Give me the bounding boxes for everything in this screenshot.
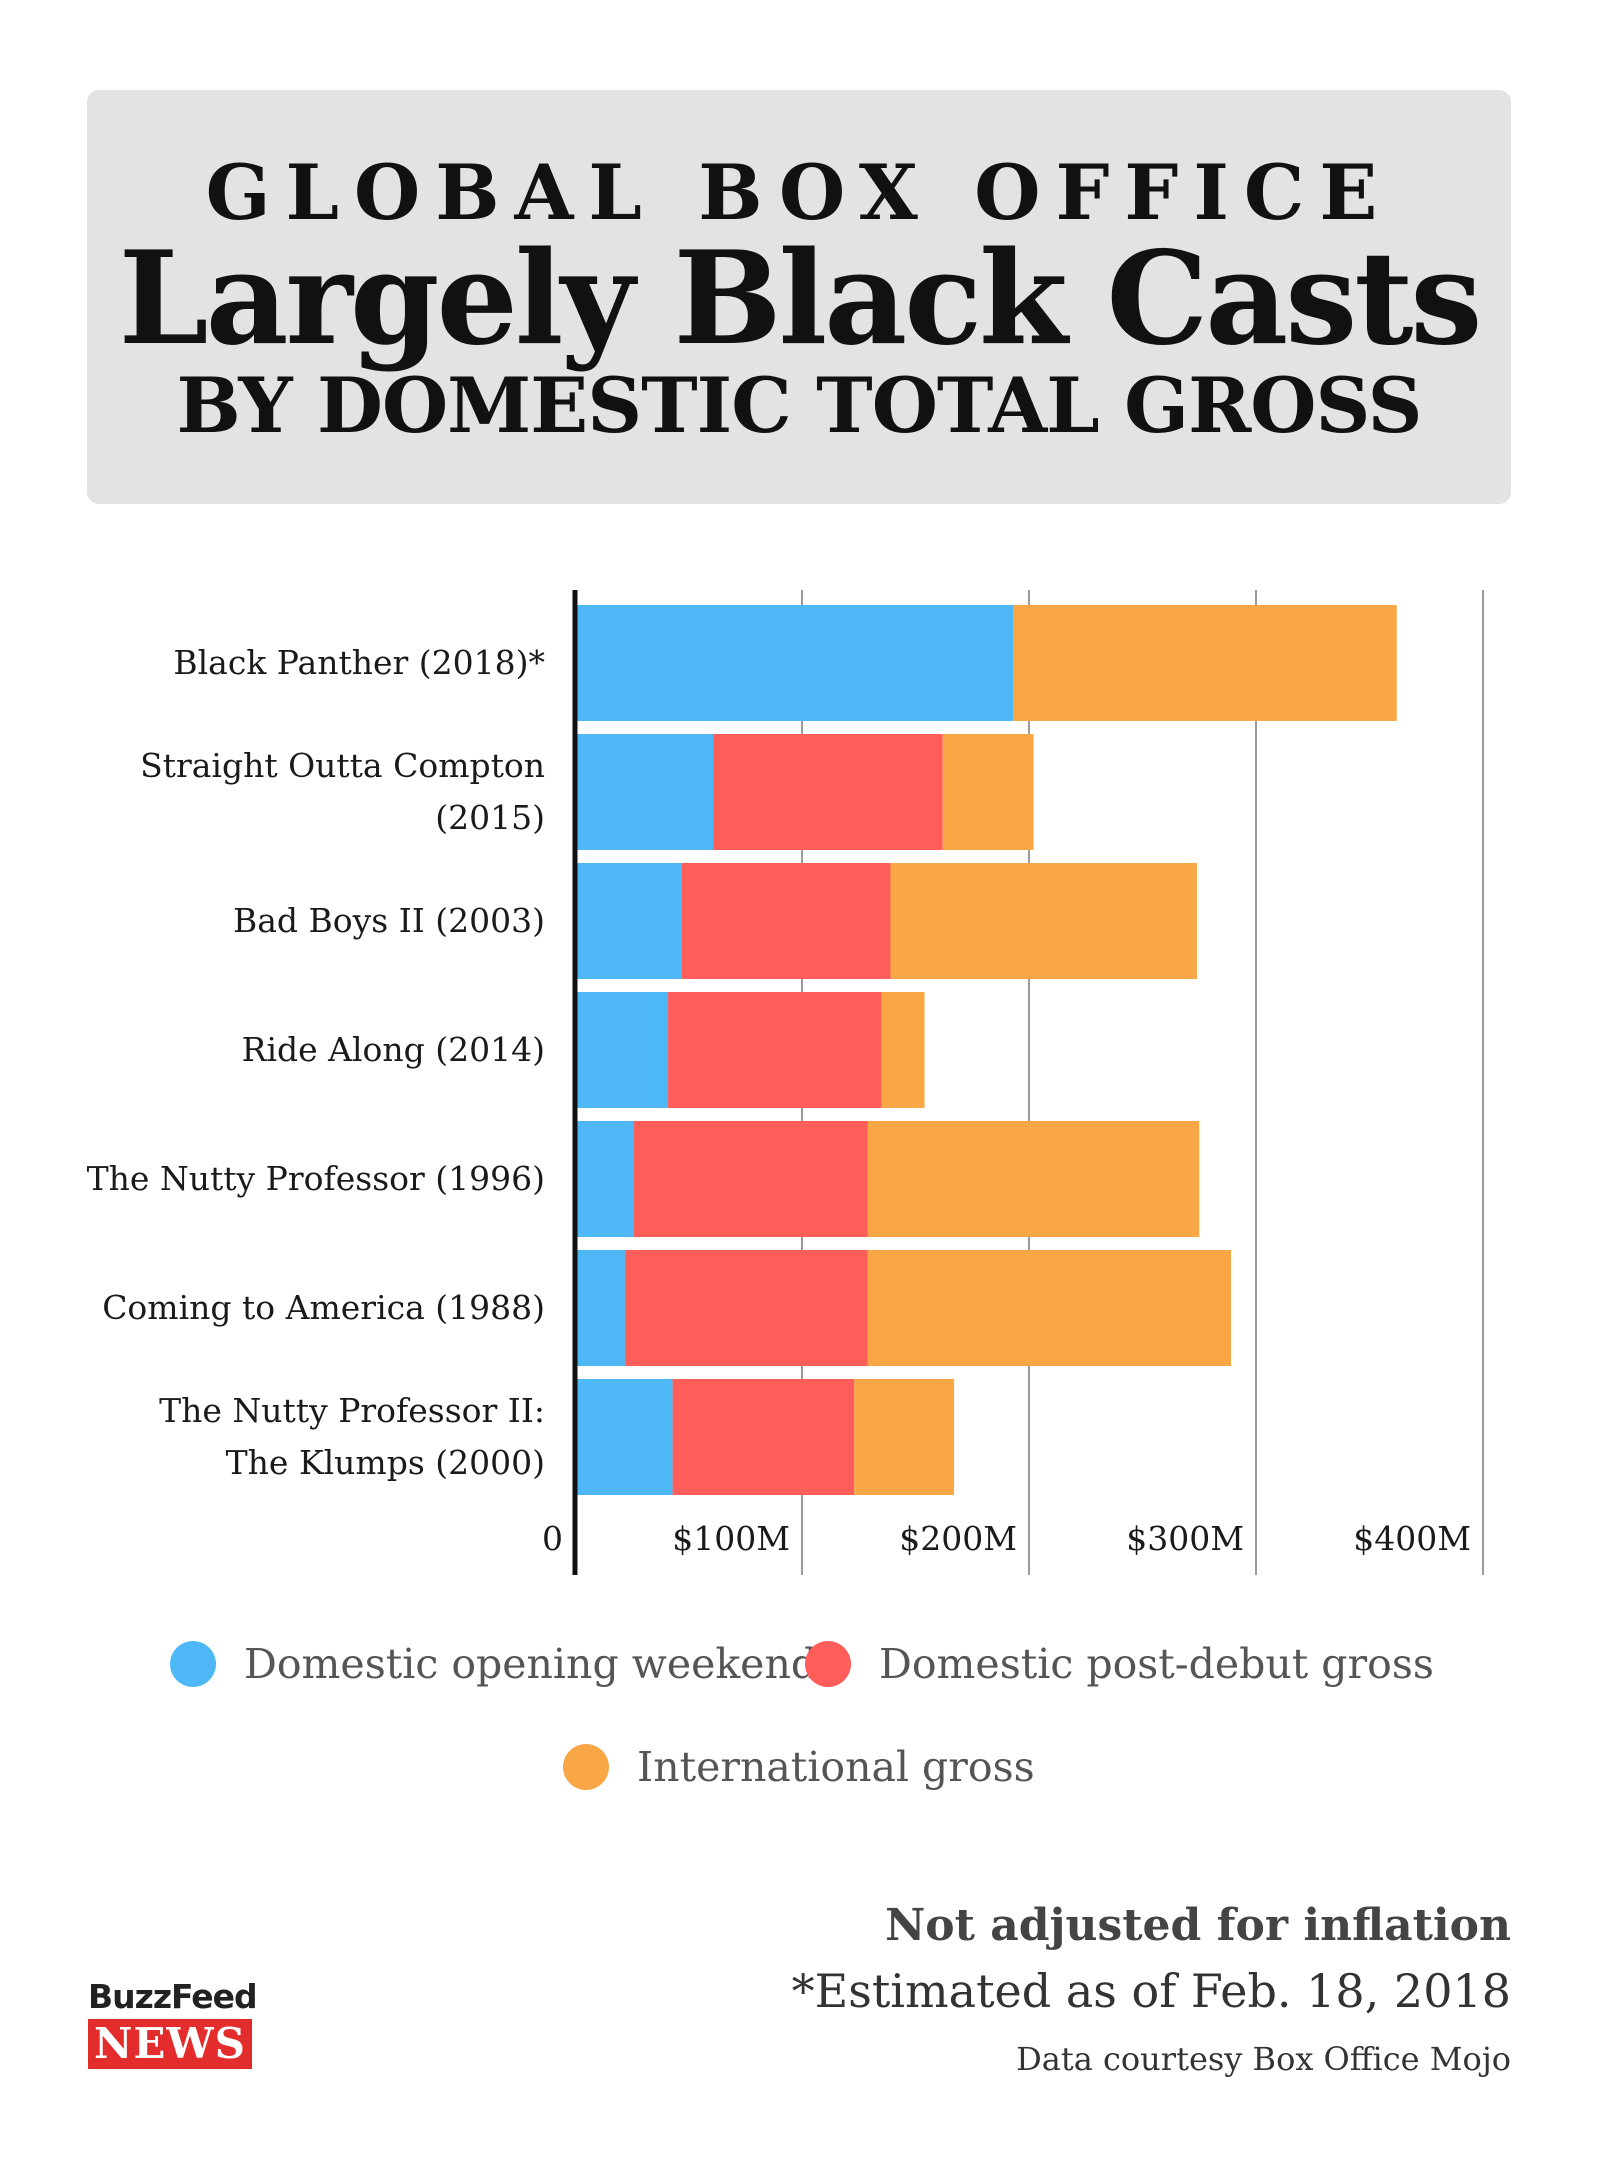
legend-label-international: International gross	[637, 1743, 1035, 1791]
legend-item-post-debut: Domestic post-debut gross	[805, 1640, 1434, 1688]
legend-label-opening: Domestic opening weekend	[244, 1640, 818, 1688]
category-label-2: Bad Boys II (2003)	[233, 901, 545, 940]
category-label-5: Coming to America (1988)	[102, 1288, 545, 1327]
bar-3-series-1	[668, 992, 882, 1108]
bar-1-series-2	[942, 734, 1034, 850]
bar-4-series-1	[634, 1121, 868, 1237]
bar-4-series-0	[575, 1121, 635, 1237]
bar-4-series-2	[867, 1121, 1200, 1237]
chart-subtitle: BY DOMESTIC TOTAL GROSS	[176, 361, 1422, 450]
logo-news-badge: NEWS	[88, 2019, 252, 2070]
legend-swatch-post-debut	[805, 1641, 851, 1687]
estimate-note: *Estimated as of Feb. 18, 2018	[791, 1964, 1511, 2018]
bar-6-series-1	[672, 1379, 855, 1495]
bar-chart: Black Panther (2018)* Straight Outta Comp…	[87, 590, 1484, 1575]
category-label-6: The Nutty Professor II: The Klumps (2000)	[159, 1391, 545, 1482]
bars	[575, 605, 1397, 1495]
x-tick-label-4: $400M	[1353, 1519, 1471, 1558]
legend-item-opening: Domestic opening weekend	[170, 1640, 817, 1688]
bar-3-series-0	[575, 992, 669, 1108]
bar-2-series-0	[575, 863, 682, 979]
header-panel: GLOBAL BOX OFFICE Largely Black Casts BY…	[87, 90, 1511, 504]
legend-label-post-debut: Domestic post-debut gross	[879, 1640, 1434, 1688]
bar-2-series-2	[890, 863, 1197, 979]
chart-kicker: GLOBAL BOX OFFICE	[205, 148, 1393, 237]
bar-5-series-2	[867, 1250, 1232, 1366]
category-label-3: Ride Along (2014)	[242, 1030, 545, 1069]
bar-5-series-0	[575, 1250, 625, 1366]
category-label-4: The Nutty Professor (1996)	[87, 1159, 545, 1198]
logo-wordmark: BuzzFeed	[88, 1977, 258, 2016]
x-tick-label-3: $300M	[1126, 1519, 1244, 1558]
inflation-note: Not adjusted for inflation	[885, 1900, 1511, 1951]
bar-6-series-0	[575, 1379, 673, 1495]
legend-item-international: International gross	[563, 1743, 1035, 1791]
bar-1-series-0	[575, 734, 714, 850]
chart-title: Largely Black Casts	[118, 224, 1483, 374]
bar-0-series-0	[575, 605, 1014, 721]
legend-swatch-international	[563, 1744, 609, 1790]
bar-5-series-1	[624, 1250, 868, 1366]
x-tick-label-2: $200M	[899, 1519, 1017, 1558]
bar-1-series-1	[713, 734, 943, 850]
category-label-0: Black Panther (2018)*	[173, 643, 545, 682]
source-note: Data courtesy Box Office Mojo	[1016, 2040, 1511, 2078]
legend-swatch-opening	[170, 1641, 216, 1687]
bar-2-series-1	[681, 863, 891, 979]
category-label-1: Straight Outta Compton (2015)	[140, 746, 545, 837]
buzzfeed-news-logo: BuzzFeed NEWS	[88, 1977, 258, 2070]
bar-3-series-2	[881, 992, 925, 1108]
x-tick-label-0: 0	[542, 1519, 563, 1558]
x-tick-labels: 0 $100M $200M $300M $400M	[542, 1519, 1471, 1558]
bar-6-series-2	[854, 1379, 955, 1495]
category-labels: Black Panther (2018)* Straight Outta Comp…	[87, 643, 545, 1482]
x-tick-label-1: $100M	[672, 1519, 790, 1558]
bar-0-series-2	[1013, 605, 1397, 721]
